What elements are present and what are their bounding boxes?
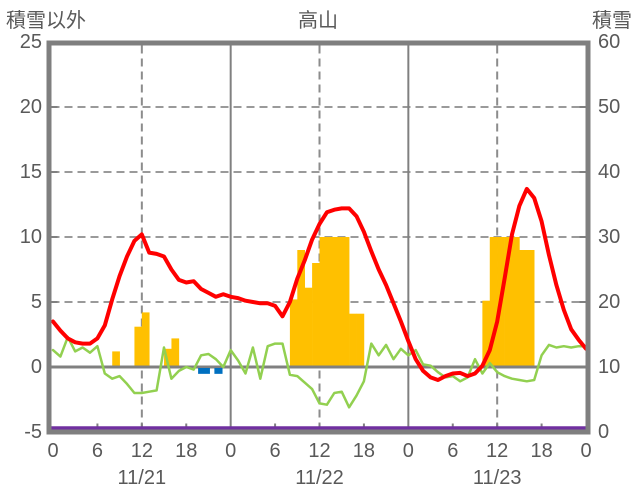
left-axis-label-0: 0 bbox=[30, 356, 42, 378]
x-axis-hour-label: 0 bbox=[225, 440, 237, 462]
right-axis-label-10: 10 bbox=[598, 356, 621, 378]
x-axis-date-label: 11/21 bbox=[117, 467, 167, 489]
station-title: 高山 bbox=[298, 10, 338, 32]
x-axis-hour-label: 6 bbox=[447, 440, 459, 462]
sunshine-bar bbox=[112, 351, 120, 367]
right-axis-label-0: 0 bbox=[598, 421, 610, 443]
x-axis-hour-label: 12 bbox=[486, 440, 509, 462]
sunshine-bar bbox=[341, 237, 350, 367]
right-axis-label-20: 20 bbox=[598, 291, 621, 313]
right-axis-label-60: 60 bbox=[598, 31, 621, 53]
x-axis-date-label: 11/23 bbox=[472, 467, 522, 489]
x-axis-date-label: 11/22 bbox=[295, 467, 344, 489]
sunshine-bar bbox=[304, 287, 313, 367]
sunshine-bar bbox=[504, 237, 513, 367]
sunshine-bar bbox=[334, 237, 343, 367]
right-axis-label-50: 50 bbox=[598, 96, 621, 118]
precip-bar bbox=[214, 368, 223, 374]
sunshine-bar bbox=[141, 312, 150, 367]
sunshine-bar bbox=[526, 250, 535, 367]
x-axis-hour-label: 18 bbox=[352, 440, 376, 462]
x-axis-hour-label: 12 bbox=[308, 440, 331, 462]
x-axis-hour-label: 6 bbox=[91, 440, 103, 462]
left-axis-label-10: 10 bbox=[19, 226, 42, 248]
x-axis-hour-label: 6 bbox=[269, 440, 281, 462]
sunshine-bar bbox=[482, 300, 491, 367]
left-axis-label-15: 15 bbox=[19, 161, 42, 183]
left-axis-label--5: -5 bbox=[24, 421, 42, 443]
x-axis-hour-label: 0 bbox=[580, 440, 592, 462]
x-axis-hour-label: 0 bbox=[47, 440, 59, 462]
sunshine-bar bbox=[511, 237, 520, 367]
sunshine-bar bbox=[297, 250, 306, 367]
sunshine-bar bbox=[171, 338, 180, 367]
left-axis-label-5: 5 bbox=[30, 291, 42, 313]
sunshine-bar bbox=[356, 313, 365, 367]
left-axis-label-20: 20 bbox=[19, 96, 42, 118]
sunshine-bar bbox=[326, 237, 335, 367]
sunshine-bar bbox=[319, 237, 328, 367]
right-axis-title: 積雪 bbox=[592, 10, 632, 32]
precip-bar bbox=[198, 368, 210, 374]
sunshine-bar bbox=[134, 326, 143, 367]
x-axis-hour-label: 0 bbox=[402, 440, 414, 462]
green-line bbox=[51, 335, 588, 409]
x-axis-hour-label: 12 bbox=[130, 440, 153, 462]
left-axis-title: 積雪以外 bbox=[6, 10, 86, 32]
x-axis-hour-label: 18 bbox=[530, 440, 553, 462]
right-axis-label-40: 40 bbox=[598, 161, 621, 183]
sunshine-bar bbox=[312, 263, 320, 367]
sunshine-bar bbox=[289, 299, 298, 367]
left-axis-label-25: 25 bbox=[19, 31, 42, 53]
sunshine-bar bbox=[164, 348, 172, 367]
red-line bbox=[51, 186, 588, 382]
sunshine-bar bbox=[489, 237, 498, 367]
x-axis-hour-label: 18 bbox=[175, 440, 198, 462]
sunshine-bar bbox=[519, 250, 528, 367]
plot-border bbox=[46, 40, 591, 435]
right-axis-label-30: 30 bbox=[598, 226, 621, 248]
sunshine-bar bbox=[349, 313, 357, 367]
